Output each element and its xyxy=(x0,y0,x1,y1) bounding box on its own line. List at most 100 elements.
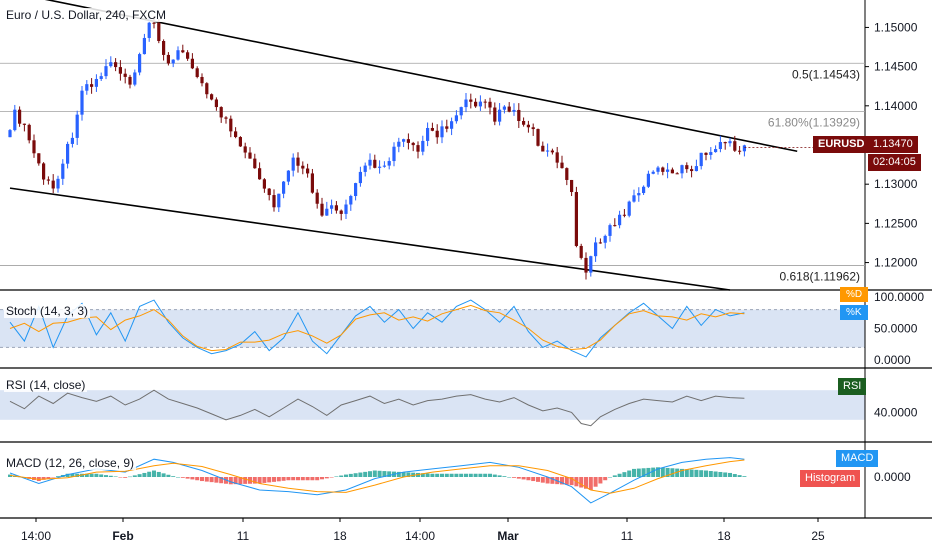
candle-body xyxy=(27,124,31,141)
time-tick-label: 18 xyxy=(717,529,731,543)
candle-body xyxy=(550,150,554,153)
macd-histogram-bar xyxy=(608,477,612,478)
candle-body xyxy=(435,130,439,138)
candle-body xyxy=(680,165,684,174)
macd-histogram-bar xyxy=(401,472,406,477)
macd-histogram-bar xyxy=(51,477,56,478)
macd-histogram-bar xyxy=(238,477,243,485)
macd-histogram-bar xyxy=(684,469,689,477)
candle-body xyxy=(488,101,492,108)
candle-body xyxy=(622,214,626,216)
candle-body xyxy=(70,137,74,144)
price-tick-label: 1.12000 xyxy=(874,256,918,270)
macd-histogram-bar xyxy=(699,470,704,477)
candle-body xyxy=(632,195,636,202)
candle-body xyxy=(339,210,343,214)
macd-histogram-bar xyxy=(214,477,219,483)
candle-body xyxy=(709,152,713,155)
macd-histogram-bar xyxy=(113,476,118,477)
stoch-tick-label: 50.0000 xyxy=(874,322,918,336)
macd-histogram-bar xyxy=(310,477,315,481)
candle-body xyxy=(742,145,746,152)
macd-histogram-bar xyxy=(286,477,291,481)
stoch-tick-label: 100.0000 xyxy=(874,290,924,304)
macd-histogram-bar xyxy=(656,467,660,477)
candle-body xyxy=(258,168,262,180)
time-tick-label: 14:00 xyxy=(21,529,51,543)
candle-body xyxy=(238,137,242,147)
candle-body xyxy=(493,107,497,122)
macd-histogram-bar xyxy=(411,472,416,477)
time-tick-label: 11 xyxy=(621,529,634,543)
candle-body xyxy=(363,165,367,172)
candle-body xyxy=(349,196,353,205)
candle-body xyxy=(474,101,478,107)
macd-histogram-bar xyxy=(296,477,300,481)
macd-histogram-bar xyxy=(305,477,310,481)
candle-body xyxy=(272,195,276,208)
macd-histogram-bar xyxy=(46,477,51,479)
candle-body xyxy=(186,52,190,59)
candle-body xyxy=(517,109,521,121)
candle-body xyxy=(478,101,482,107)
candle-body xyxy=(387,161,391,166)
fib-level-label: 61.80%(1.13929) xyxy=(768,115,860,129)
candle-body xyxy=(440,126,444,138)
macd-histogram-bar xyxy=(176,477,180,478)
macd-histogram-bar xyxy=(185,477,190,479)
countdown-badge: 02:04:05 xyxy=(868,154,921,171)
candle-body xyxy=(214,99,218,108)
rsi-title: RSI (14, close) xyxy=(4,378,88,392)
candle-body xyxy=(608,225,612,236)
macd-histogram-bar xyxy=(440,473,444,477)
candle-body xyxy=(704,152,708,155)
macd-histogram-bar xyxy=(99,474,104,477)
candle-body xyxy=(445,126,449,129)
macd-histogram-bar xyxy=(267,477,272,483)
macd-histogram-bar xyxy=(363,471,368,477)
candle-body xyxy=(344,204,348,214)
candle-body xyxy=(224,117,228,119)
macd-histogram-bar xyxy=(353,473,358,477)
macd-histogram-bar xyxy=(84,473,89,477)
macd-histogram-bar xyxy=(502,476,507,477)
candle-body xyxy=(733,141,737,151)
candle-body xyxy=(598,242,602,244)
macd-histogram-bar xyxy=(387,471,392,477)
candle-body xyxy=(368,159,372,166)
candle-body xyxy=(32,140,36,154)
macd-histogram-bar xyxy=(272,477,276,482)
macd-histogram-bar xyxy=(233,477,238,485)
macd-histogram-bar xyxy=(651,467,656,477)
candle-body xyxy=(531,127,535,130)
candle-body xyxy=(402,139,406,142)
macd-histogram-bar xyxy=(276,477,281,482)
macd-histogram-bar xyxy=(732,474,737,477)
macd-title: MACD (12, 26, close, 9) xyxy=(4,456,137,470)
macd-histogram-bar xyxy=(444,473,449,477)
candle-body xyxy=(205,83,209,95)
macd-histogram-bar xyxy=(156,471,161,477)
macd-histogram-bar xyxy=(540,477,545,483)
rsi-badge: RSI xyxy=(838,378,867,395)
candle-body xyxy=(152,22,156,24)
candle-body xyxy=(118,67,122,74)
candle-body xyxy=(723,142,727,144)
macd-histogram-bar xyxy=(180,477,185,478)
histogram-badge: Histogram xyxy=(800,470,861,487)
price-tick-label: 1.14000 xyxy=(874,99,918,113)
candle-body xyxy=(738,150,742,152)
macd-histogram-bar xyxy=(128,476,132,478)
macd-histogram-bar xyxy=(516,477,521,479)
candle-body xyxy=(46,179,50,181)
macd-histogram-bar xyxy=(728,472,732,477)
macd-histogram-bar xyxy=(641,468,646,477)
macd-histogram-bar xyxy=(617,473,622,477)
macd-histogram-bar xyxy=(521,477,526,480)
candle-body xyxy=(714,149,718,153)
candle-body xyxy=(555,152,559,163)
candle-body xyxy=(358,171,362,184)
macd-histogram-bar xyxy=(492,474,497,477)
macd-histogram-bar xyxy=(372,470,377,477)
stoch-k-badge: %K xyxy=(840,305,868,320)
